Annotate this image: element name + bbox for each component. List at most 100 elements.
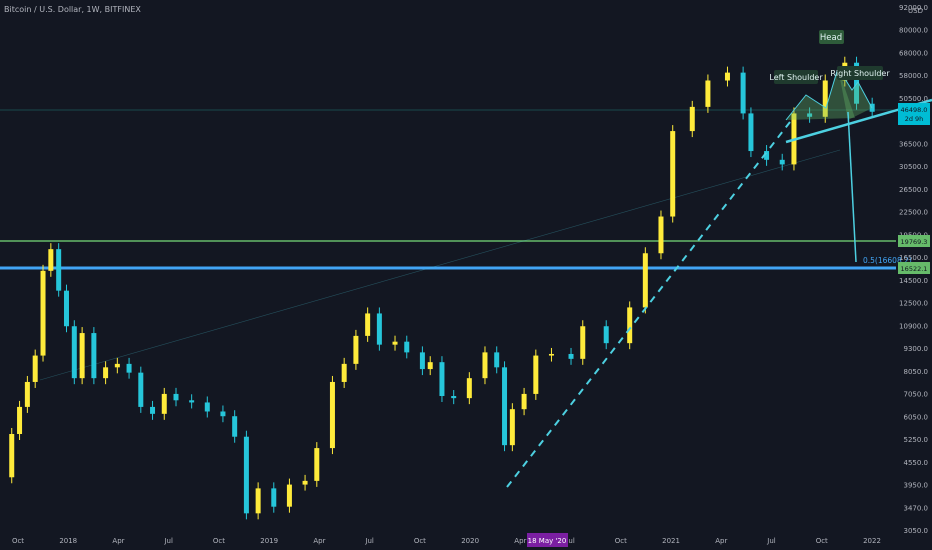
candle-body[interactable] xyxy=(419,352,425,370)
time-tick-label: Jul xyxy=(163,537,173,545)
candle-body[interactable] xyxy=(204,402,210,412)
price-tick-label: 16500.0 xyxy=(899,254,928,262)
candle-body[interactable] xyxy=(494,352,500,368)
price-tick-label: 80000.0 xyxy=(899,27,928,35)
time-tick-label: 2020 xyxy=(461,537,479,545)
candle-body[interactable] xyxy=(48,249,54,271)
candle-body[interactable] xyxy=(482,352,488,379)
candle-body[interactable] xyxy=(392,341,398,345)
candle-body[interactable] xyxy=(509,409,515,446)
candle-body[interactable] xyxy=(670,131,676,217)
candle-body[interactable] xyxy=(173,393,179,401)
candle-body[interactable] xyxy=(764,151,770,160)
time-tick-label: Jul xyxy=(565,537,575,545)
price-tick-label: 58000.0 xyxy=(899,72,928,80)
candle-body[interactable] xyxy=(150,406,156,414)
candle-body[interactable] xyxy=(161,393,167,414)
current-price-sub: 2d 9h xyxy=(905,115,924,123)
price-tick-label: 4550.0 xyxy=(904,459,929,467)
price-tick-label: 10900.0 xyxy=(899,322,928,330)
price-tick-label: 68000.0 xyxy=(899,49,928,57)
candle-body[interactable] xyxy=(232,416,238,437)
green-level-value: 19769.3 xyxy=(901,238,928,246)
candle-body[interactable] xyxy=(451,396,457,399)
price-tick-label: 3050.0 xyxy=(904,527,929,535)
candle-body[interactable] xyxy=(56,249,62,291)
candle-body[interactable] xyxy=(689,106,695,132)
time-tick-label: Oct xyxy=(213,537,225,545)
candle-body[interactable] xyxy=(329,381,335,449)
crosshair-time-badge xyxy=(527,533,568,547)
price-tick-label: 36500.0 xyxy=(899,140,928,148)
candle-body[interactable] xyxy=(548,353,554,356)
candle-body[interactable] xyxy=(243,436,249,514)
currency-label: USD xyxy=(908,7,923,15)
time-tick-label: Apr xyxy=(514,537,526,545)
price-tick-label: 14500.0 xyxy=(899,277,928,285)
candle-body[interactable] xyxy=(365,313,371,336)
candle-body[interactable] xyxy=(627,307,633,344)
candle-body[interactable] xyxy=(126,363,132,373)
candle-body[interactable] xyxy=(271,488,277,507)
candle-body[interactable] xyxy=(502,367,508,446)
candle-body[interactable] xyxy=(286,484,292,507)
candle-body[interactable] xyxy=(255,488,261,514)
candle-body[interactable] xyxy=(302,480,308,485)
candle-body[interactable] xyxy=(114,363,120,368)
candle-body[interactable] xyxy=(658,216,664,254)
candle-body[interactable] xyxy=(427,362,433,370)
candle-body[interactable] xyxy=(807,113,813,117)
candle-body[interactable] xyxy=(705,80,711,107)
candle-body[interactable] xyxy=(376,313,382,345)
candle-body[interactable] xyxy=(24,381,30,407)
head-label: Head xyxy=(820,33,842,43)
candle-body[interactable] xyxy=(724,72,730,81)
candle-body[interactable] xyxy=(103,367,109,379)
candle-body[interactable] xyxy=(353,335,359,364)
time-tick-label: 2019 xyxy=(260,537,278,545)
left-shoulder-label: Left Shoulder xyxy=(769,73,823,82)
current-price-badge xyxy=(898,103,930,125)
candle-body[interactable] xyxy=(220,411,226,417)
candle-body[interactable] xyxy=(63,290,69,327)
time-tick-label: Oct xyxy=(414,537,426,545)
candle-body[interactable] xyxy=(603,326,609,344)
candle-body[interactable] xyxy=(642,253,648,308)
candle-body[interactable] xyxy=(568,353,574,359)
candle-body[interactable] xyxy=(439,362,445,397)
price-tick-label: 3950.0 xyxy=(904,482,929,490)
candle-body[interactable] xyxy=(748,113,754,152)
candle-body[interactable] xyxy=(466,378,472,399)
candle-body[interactable] xyxy=(32,355,38,382)
candle-body[interactable] xyxy=(314,448,320,481)
price-tick-label: 9300.0 xyxy=(904,345,929,353)
candle-body[interactable] xyxy=(40,270,46,356)
candle-body[interactable] xyxy=(189,400,195,403)
candle-body[interactable] xyxy=(521,393,527,410)
candle-body[interactable] xyxy=(822,80,828,117)
price-tick-label: 26500.0 xyxy=(899,186,928,194)
time-tick-label: 2022 xyxy=(863,537,881,545)
candle-body[interactable] xyxy=(533,355,539,394)
time-tick-label: Jul xyxy=(364,537,374,545)
time-axis[interactable]: Oct 2018 Apr Jul Oct 2019 Apr Jul Oct 2020 Apr Jul O… xyxy=(12,537,881,545)
green-level-badge xyxy=(898,235,930,247)
candle-body[interactable] xyxy=(79,333,85,379)
candle-body[interactable] xyxy=(779,159,785,165)
left-shoulder-label-bg xyxy=(774,70,818,84)
candle-body[interactable] xyxy=(91,333,97,379)
candle-body[interactable] xyxy=(71,326,77,379)
candle-body[interactable] xyxy=(580,326,586,359)
long-trend-line[interactable] xyxy=(39,149,841,381)
candle-body[interactable] xyxy=(17,406,23,434)
candle-body[interactable] xyxy=(341,363,347,382)
candle-body[interactable] xyxy=(138,372,144,407)
candle-body[interactable] xyxy=(9,433,15,478)
candle-body[interactable] xyxy=(404,341,410,353)
candle-body[interactable] xyxy=(740,72,746,114)
price-tick-label: 5250.0 xyxy=(904,436,929,444)
projection-line[interactable] xyxy=(847,111,857,263)
price-tick-label: 6050.0 xyxy=(904,413,929,421)
